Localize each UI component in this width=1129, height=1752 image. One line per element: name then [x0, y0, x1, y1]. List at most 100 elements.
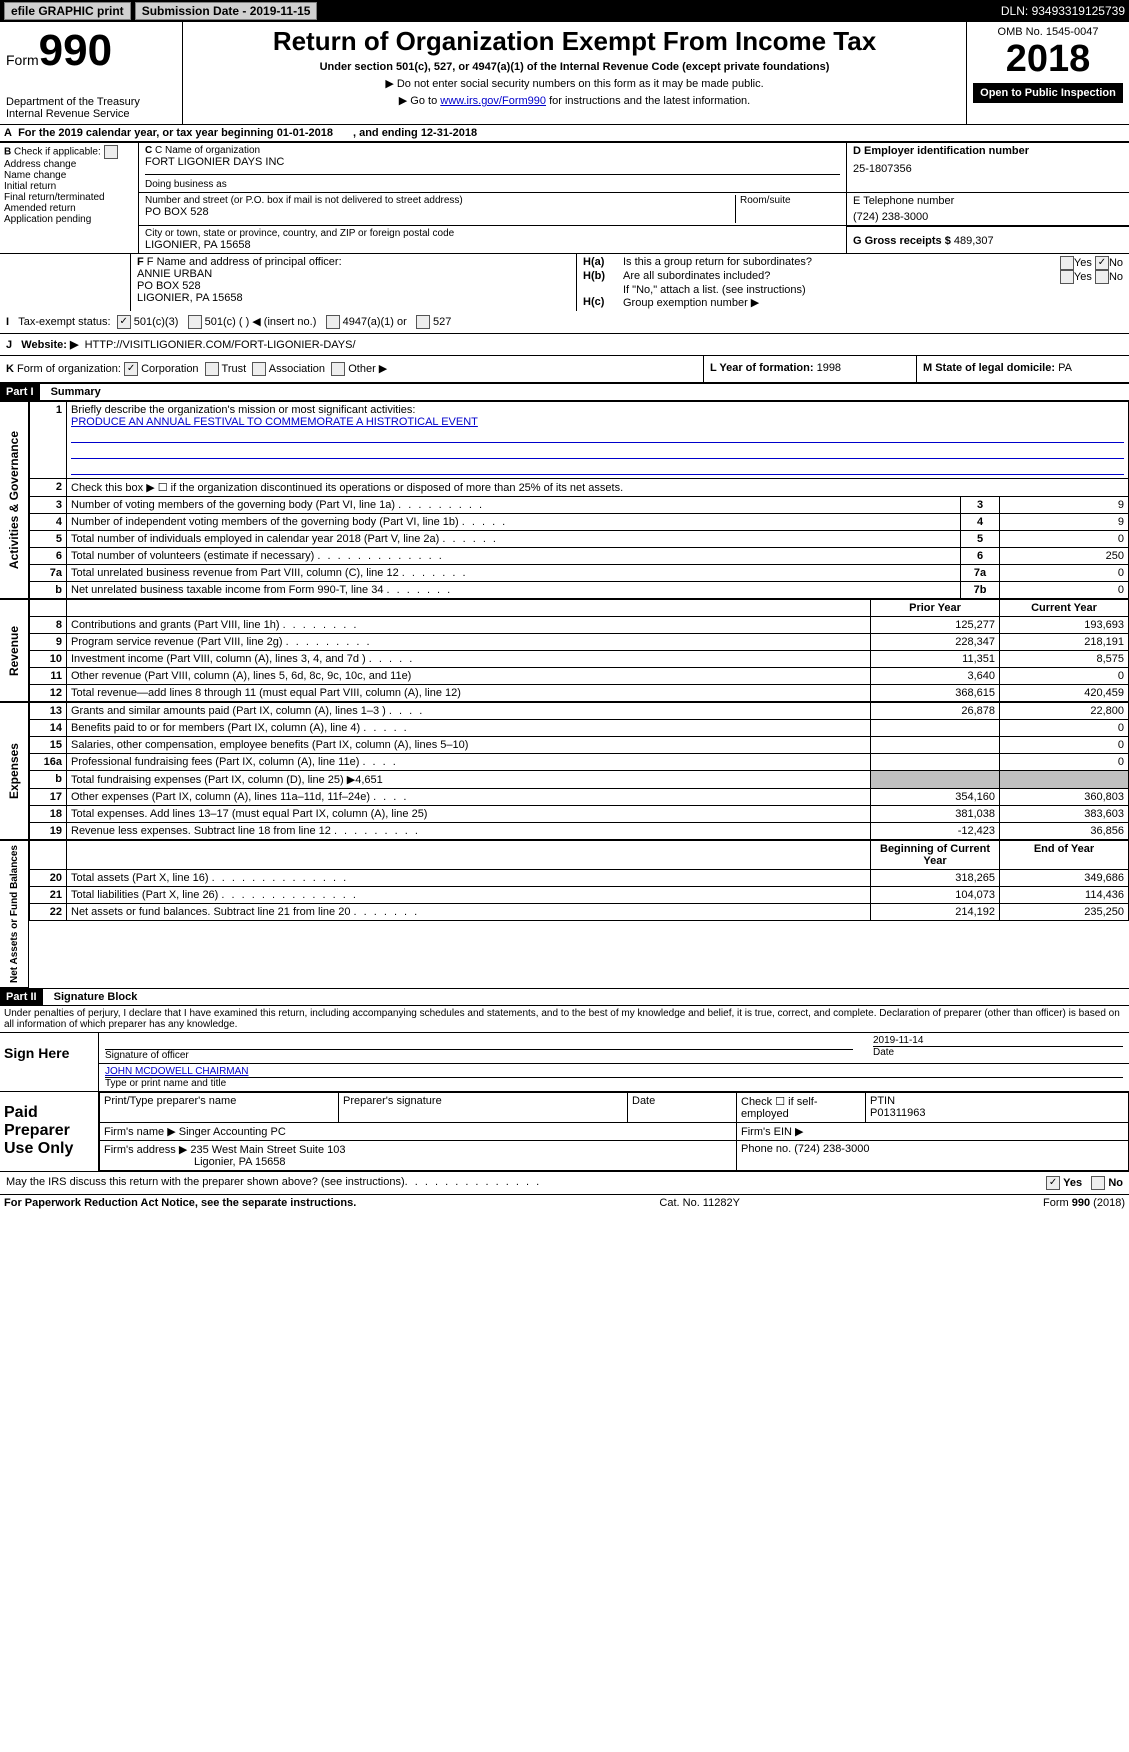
submission-date-button[interactable]: Submission Date - 2019-11-15 [135, 2, 318, 20]
ein: 25-1807356 [853, 163, 1123, 175]
form-org-label: Form of organization: [17, 363, 121, 375]
prep-phone: (724) 238-3000 [794, 1143, 869, 1155]
sig-date-label: Date [873, 1047, 894, 1058]
ptin: P01311963 [870, 1107, 925, 1119]
dept-label: Department of the Treasury [6, 96, 176, 108]
subtitle-3: ▶ Go to www.irs.gov/Form990 for instruct… [189, 94, 960, 107]
entity-section: B Check if applicable: Address change Na… [0, 142, 1129, 253]
checkbox-icon[interactable] [1060, 256, 1074, 270]
table-row: 17Other expenses (Part IX, column (A), l… [30, 789, 1129, 806]
checkbox-icon[interactable] [205, 362, 219, 376]
officer-addr2: LIGONIER, PA 15658 [137, 292, 570, 304]
mission-label: Briefly describe the organization's miss… [71, 404, 415, 416]
firm-ein-label: Firm's EIN ▶ [737, 1123, 1129, 1141]
checkbox-icon[interactable] [252, 362, 266, 376]
firm-addr2: Ligonier, PA 15658 [194, 1156, 286, 1168]
website-label: Website: ▶ [21, 339, 78, 351]
table-row: 13Grants and similar amounts paid (Part … [30, 703, 1129, 720]
checkbox-icon[interactable] [104, 145, 118, 159]
tax-status-label: Tax-exempt status: [18, 316, 110, 328]
form-header: Form990 Department of the Treasury Inter… [0, 22, 1129, 125]
expenses-label: Expenses [5, 739, 23, 803]
revenue-label: Revenue [5, 622, 23, 680]
org-name: FORT LIGONIER DAYS INC [145, 156, 840, 168]
table-row: 10Investment income (Part VIII, column (… [30, 651, 1129, 668]
opt-amended: Amended return [4, 203, 134, 214]
checkbox-icon[interactable] [416, 315, 430, 329]
hc-label: Group exemption number ▶ [623, 296, 759, 309]
street-label: Number and street (or P.O. box if mail i… [145, 195, 735, 206]
opt-application-pending: Application pending [4, 214, 134, 225]
checkbox-icon[interactable] [1060, 270, 1074, 284]
checkbox-icon[interactable] [1095, 270, 1109, 284]
table-row: 4Number of independent voting members of… [30, 514, 1129, 531]
table-row: 21Total liabilities (Part X, line 26) . … [30, 887, 1129, 904]
table-row: bNet unrelated business taxable income f… [30, 582, 1129, 599]
prep-phone-label: Phone no. [741, 1143, 791, 1155]
tax-year: 2018 [973, 38, 1123, 81]
checkbox-icon[interactable] [1091, 1176, 1105, 1190]
org-name-label: C Name of organization [155, 145, 260, 156]
table-row: bTotal fundraising expenses (Part IX, co… [30, 771, 1129, 789]
part2-header: Part II Signature Block [0, 988, 1129, 1006]
officer-addr1: PO BOX 528 [137, 280, 570, 292]
ein-label: D Employer identification number [853, 145, 1029, 157]
preparer-name-label: Print/Type preparer's name [100, 1093, 339, 1123]
preparer-section: Paid Preparer Use Only Print/Type prepar… [0, 1092, 1129, 1172]
city: LIGONIER, PA 15658 [145, 239, 840, 251]
phone-label: E Telephone number [853, 195, 1123, 207]
table-row: 8Contributions and grants (Part VIII, li… [30, 617, 1129, 634]
footer: For Paperwork Reduction Act Notice, see … [0, 1195, 1129, 1211]
public-inspection-badge: Open to Public Inspection [973, 83, 1123, 103]
firm-name: Singer Accounting PC [179, 1126, 286, 1138]
checkbox-icon[interactable]: ✓ [124, 362, 138, 376]
checkbox-icon[interactable] [331, 362, 345, 376]
cat-no: Cat. No. 11282Y [659, 1197, 740, 1209]
officer-name: ANNIE URBAN [137, 268, 570, 280]
phone: (724) 238-3000 [853, 211, 1123, 223]
table-row: 3Number of voting members of the governi… [30, 497, 1129, 514]
sign-here-section: Sign Here Signature of officer 2019-11-1… [0, 1033, 1129, 1092]
preparer-label: Paid Preparer Use Only [0, 1092, 99, 1171]
efile-button[interactable]: efile GRAPHIC print [4, 2, 131, 20]
irs-link[interactable]: www.irs.gov/Form990 [440, 95, 546, 107]
opt-name-change: Name change [4, 170, 134, 181]
checkbox-icon[interactable]: ✓ [1095, 256, 1109, 270]
officer-group-section: F F Name and address of principal office… [0, 253, 1129, 311]
firm-addr1: 235 West Main Street Suite 103 [190, 1144, 345, 1156]
officer-label: F Name and address of principal officer: [147, 256, 342, 268]
sign-here-label: Sign Here [0, 1033, 99, 1091]
year-formation-label: L Year of formation: [710, 362, 814, 374]
form-number: 990 [39, 26, 112, 75]
line2: Check this box ▶ ☐ if the organization d… [67, 479, 1129, 497]
sig-officer-label: Signature of officer [105, 1050, 189, 1061]
paperwork-notice: For Paperwork Reduction Act Notice, see … [4, 1197, 356, 1209]
checkbox-icon[interactable]: ✓ [117, 315, 131, 329]
table-row: 6Total number of volunteers (estimate if… [30, 548, 1129, 565]
name-title-label: Type or print name and title [105, 1078, 226, 1089]
table-row: 14Benefits paid to or for members (Part … [30, 720, 1129, 737]
expenses-table: 13Grants and similar amounts paid (Part … [29, 702, 1129, 840]
hb-note: If "No," attach a list. (see instruction… [623, 284, 1123, 296]
checkbox-icon[interactable] [188, 315, 202, 329]
opt-initial-return: Initial return [4, 181, 134, 192]
sig-date: 2019-11-14 [873, 1035, 1123, 1046]
table-row: 9Program service revenue (Part VIII, lin… [30, 634, 1129, 651]
year-formation: 1998 [817, 362, 841, 374]
dln-label: DLN: 93493319125739 [1001, 4, 1125, 18]
checkbox-icon[interactable]: ✓ [1046, 1176, 1060, 1190]
domicile: PA [1058, 362, 1072, 374]
checkbox-icon[interactable] [326, 315, 340, 329]
table-row: 22Net assets or fund balances. Subtract … [30, 904, 1129, 921]
gross-receipts: 489,307 [954, 235, 994, 247]
discuss-row: May the IRS discuss this return with the… [0, 1172, 1129, 1195]
table-row: 11Other revenue (Part VIII, column (A), … [30, 668, 1129, 685]
self-employed-check: Check ☐ if self-employed [737, 1093, 866, 1123]
revenue-table: Prior YearCurrent Year 8Contributions an… [29, 599, 1129, 702]
mission-text: PRODUCE AN ANNUAL FESTIVAL TO COMMEMORAT… [71, 416, 478, 428]
perjury-text: Under penalties of perjury, I declare th… [0, 1006, 1129, 1033]
officer-name-title: JOHN MCDOWELL CHAIRMAN [105, 1066, 1123, 1077]
governance-table: 1 Briefly describe the organization's mi… [29, 401, 1129, 599]
top-bar: efile GRAPHIC print Submission Date - 20… [0, 0, 1129, 22]
table-row: 15Salaries, other compensation, employee… [30, 737, 1129, 754]
